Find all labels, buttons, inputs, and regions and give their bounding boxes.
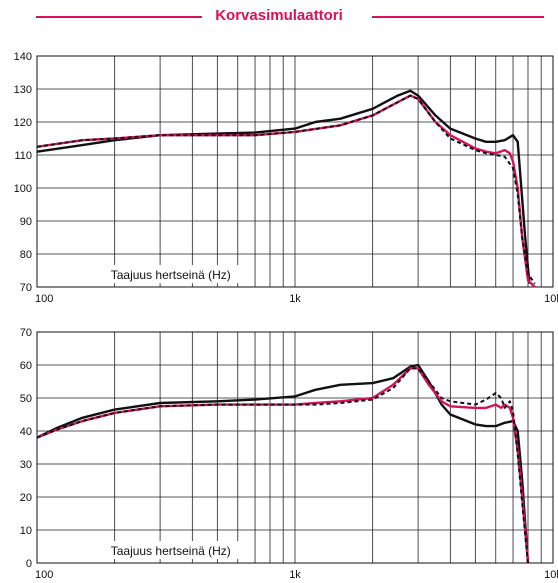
title-rule-right [372, 16, 544, 18]
y-tick-label: 110 [14, 150, 32, 162]
y-tick-label: 130 [14, 84, 32, 96]
y-tick-label: 30 [20, 459, 32, 471]
series-line-3 [36, 94, 536, 285]
y-tick-label: 80 [20, 249, 32, 261]
y-tick-label: 10 [20, 525, 32, 537]
x-tick-label: 100 [35, 293, 53, 305]
y-tick-label: 140 [14, 51, 32, 63]
axis-label-background [92, 265, 251, 284]
y-tick-label: 20 [20, 492, 32, 504]
y-tick-label: 50 [20, 393, 32, 405]
plot-frame [36, 55, 554, 288]
y-tick-label: 70 [20, 327, 32, 339]
series-line-2 [36, 94, 536, 288]
page-title: Korvasimulaattori [0, 6, 558, 26]
y-tick-label: 100 [14, 183, 32, 195]
y-tick-label: 70 [20, 282, 32, 294]
title-rule-left [36, 16, 202, 18]
chart-panel-1: 70 80 90 100 110 120 130 140 100 1k 10k Taajuus her… [14, 51, 558, 305]
y-tick-label: 90 [20, 216, 32, 228]
x-tick-label: 10k [544, 293, 558, 305]
y-tick-label: 40 [20, 426, 32, 438]
plot-frame [36, 331, 554, 564]
chart-panel-2: 0 10 20 30 40 50 60 70 100 1k 10k Taajuus hertseinä… [20, 327, 558, 581]
series-line-1 [36, 363, 530, 564]
x-axis-label: Taajuus hertseinä (Hz) [111, 268, 231, 282]
x-tick-label: 1k [289, 569, 301, 581]
series-line-2 [36, 367, 530, 564]
y-tick-label: 120 [14, 117, 32, 129]
y-tick-label: 60 [20, 360, 32, 372]
page-title-text: Korvasimulaattori [211, 7, 347, 24]
series-line-1 [36, 89, 531, 284]
y-tick-label: 0 [26, 558, 32, 570]
chart-header: Korvasimulaattori [0, 0, 558, 34]
axis-label-background [92, 541, 251, 560]
x-tick-label: 1k [289, 293, 301, 305]
x-tick-label: 100 [35, 569, 53, 581]
x-axis-label: Taajuus hertseinä (Hz) [111, 544, 231, 558]
x-tick-label: 10k [544, 569, 558, 581]
